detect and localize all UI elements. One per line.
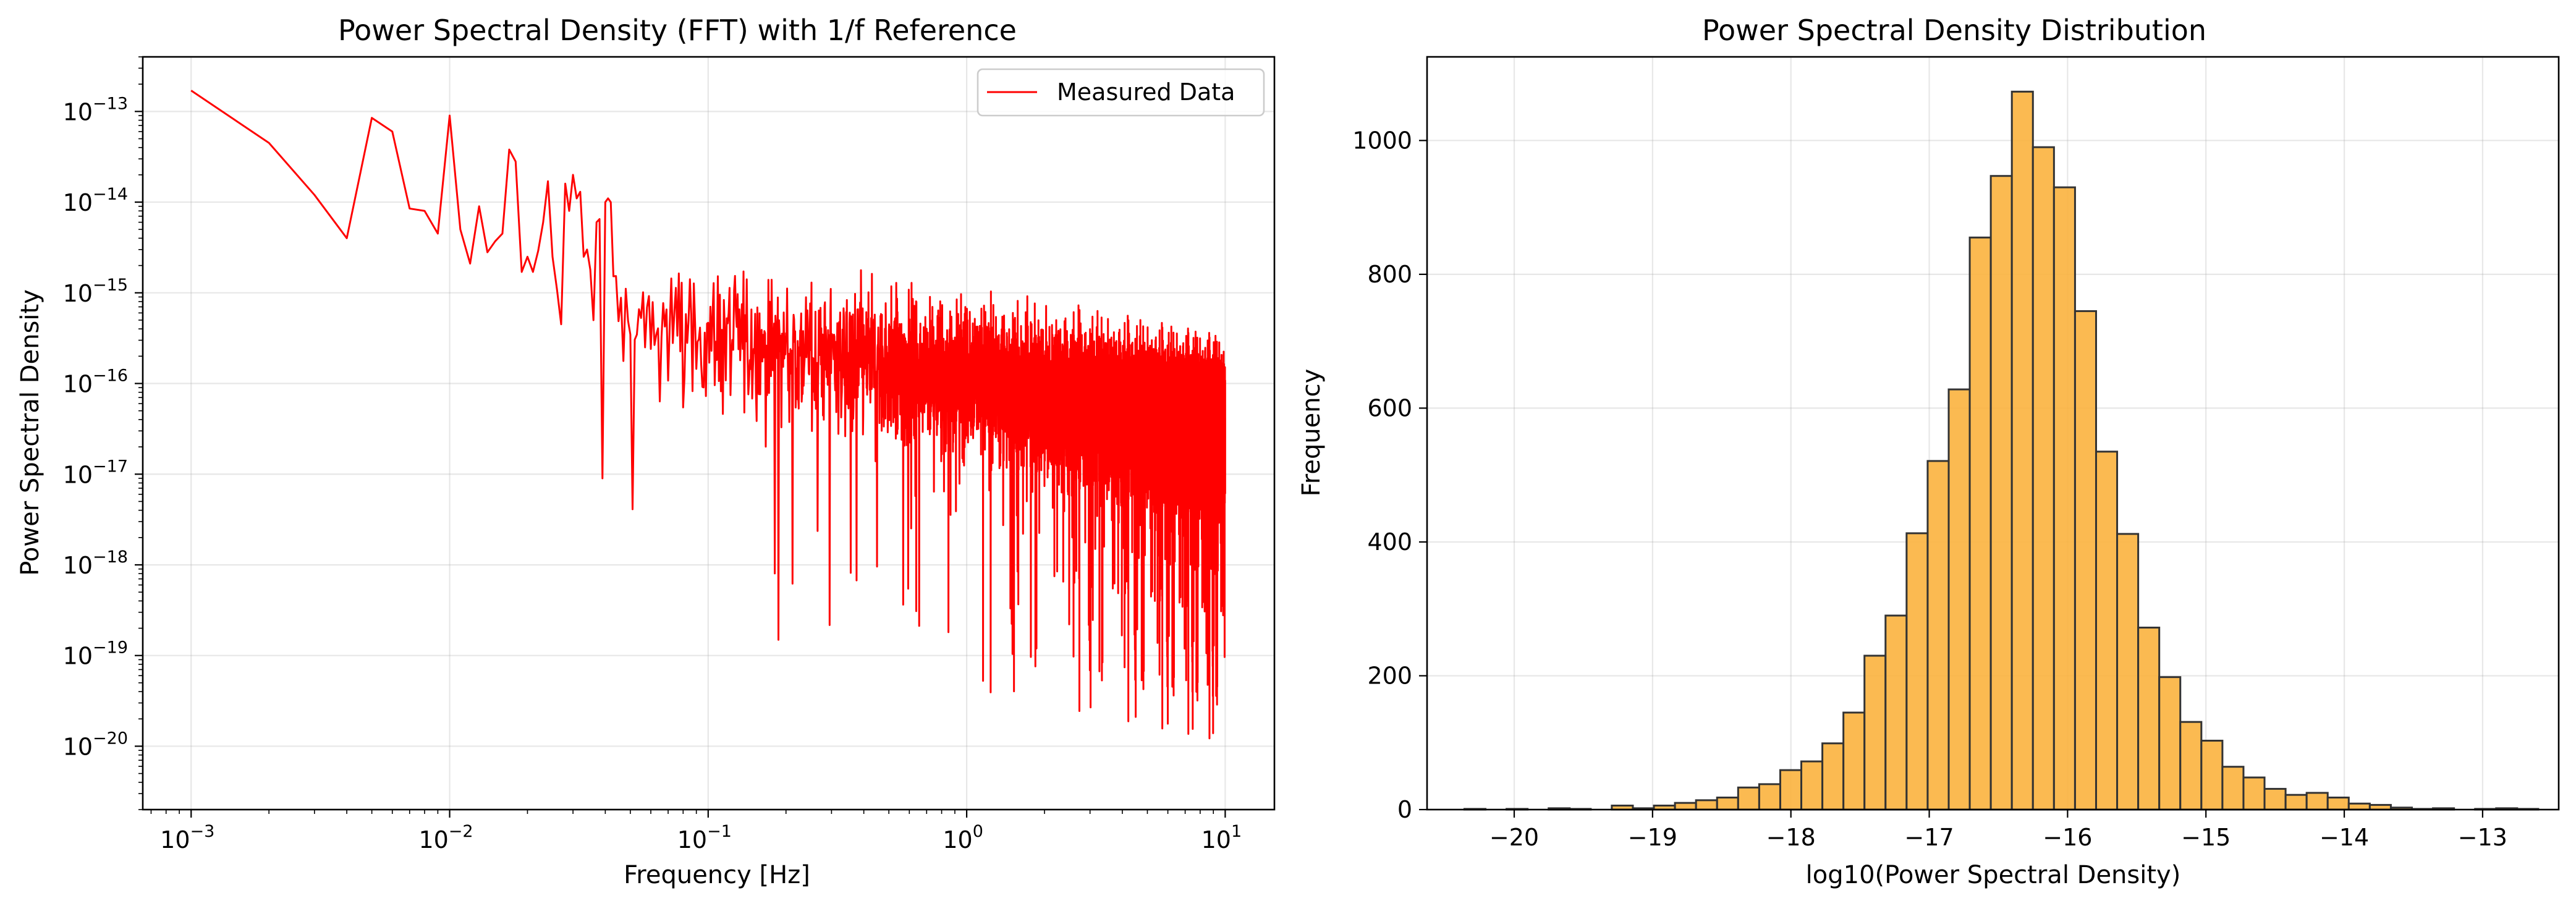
histogram-x-axis-label: log10(Power Spectral Density) (1806, 861, 2181, 889)
legend-label-measured-data: Measured Data (1057, 78, 1235, 106)
histogram-bar (1716, 797, 1739, 811)
histogram-bar (2200, 739, 2224, 811)
histogram-chart-title: Power Spectral Density Distribution (1702, 14, 2206, 47)
psd-y-tick-label: 10−14 (63, 185, 128, 216)
psd-legend: Measured Data (977, 68, 1265, 117)
histogram-bar (1737, 786, 1760, 811)
legend-box (977, 68, 1265, 117)
histogram-y-tick-label: 1000 (1352, 127, 1412, 154)
histogram-y-tick-label: 200 (1367, 662, 1412, 689)
histogram-ticks: −20 −19 −18 −17 −16 −15 −14 −13 0 200 400 600 800 100… (1352, 127, 2507, 851)
histogram-x-tick-label: −17 (1904, 824, 1954, 851)
histogram-bar (1968, 236, 1992, 811)
histogram-y-tick-label: 0 (1397, 796, 1412, 823)
psd-y-tick-label: 10−18 (63, 548, 128, 579)
histogram-x-tick-label: −15 (2181, 824, 2231, 851)
histogram-bar (2242, 776, 2266, 811)
histogram-bar (2179, 721, 2203, 811)
psd-plot-area (190, 90, 1226, 740)
histogram-bar (2116, 533, 2140, 811)
histogram-bar (2284, 794, 2308, 811)
histogram-bar (1674, 802, 1697, 811)
histogram-bar (2095, 451, 2119, 811)
psd-x-tick-label: 101 (1201, 822, 1242, 853)
histogram-bar (1863, 654, 1887, 811)
histogram-bar (2263, 787, 2287, 811)
psd-line-chart: Power Spectral Density (FFT) with 1/f Re… (16, 14, 1276, 889)
psd-x-tick-label: 10−1 (677, 822, 732, 853)
histogram-bar (2221, 766, 2245, 811)
histogram-bar (1779, 769, 1803, 811)
histogram-y-tick-label: 800 (1367, 261, 1412, 288)
histogram-y-axis-label: Frequency (1297, 369, 1326, 497)
histogram-bar (2010, 90, 2034, 811)
histogram-bar (2158, 676, 2182, 811)
histogram-bar (1947, 388, 1971, 811)
histogram-bar (1905, 532, 1929, 811)
psd-y-tick-label: 10−16 (63, 366, 128, 398)
histogram-bar (1821, 742, 1845, 811)
psd-chart-title: Power Spectral Density (FFT) with 1/f Re… (338, 14, 1017, 47)
psd-grid (143, 57, 1274, 810)
histogram-bar (1842, 711, 1866, 811)
psd-y-tick-label: 10−19 (63, 638, 128, 670)
histogram-bar (1884, 614, 1908, 811)
histogram-x-tick-label: −16 (2043, 824, 2092, 851)
histogram-bar (2137, 627, 2161, 811)
histogram-bar (2053, 186, 2076, 811)
psd-ticks: 10−3 10−2 10−1 100 101 10−13 10−14 10−15 10−16 10… (63, 56, 1242, 853)
histogram-x-tick-label: −19 (1628, 824, 1677, 851)
histogram-x-tick-label: −14 (2320, 824, 2369, 851)
histogram-bar (2347, 802, 2371, 811)
histogram-x-tick-label: −20 (1489, 824, 1539, 851)
psd-y-tick-label: 10−13 (63, 94, 128, 125)
histogram-bar (2074, 310, 2097, 811)
psd-y-tick-label: 10−15 (63, 276, 128, 307)
psd-x-axis-label: Frequency [Hz] (624, 861, 810, 889)
histogram-x-tick-label: −18 (1766, 824, 1816, 851)
measured-data-line (190, 90, 1226, 740)
psd-y-axis-label: Power Spectral Density (16, 289, 44, 576)
histogram-bar (2032, 146, 2055, 811)
histogram-y-tick-label: 400 (1367, 528, 1412, 556)
psd-y-tick-label: 10−20 (63, 729, 128, 760)
histogram-axes-frame (1426, 56, 2560, 811)
psd-x-tick-label: 10−3 (160, 822, 214, 853)
histogram-bar (1758, 783, 1781, 811)
histogram-bar (2326, 797, 2350, 811)
histogram-x-tick-label: −13 (2458, 824, 2507, 851)
histogram-bar (1926, 460, 1950, 811)
histogram-y-tick-label: 600 (1367, 394, 1412, 421)
histogram-bar (1800, 760, 1824, 811)
psd-x-tick-label: 10−2 (418, 822, 473, 853)
psd-x-tick-label: 100 (943, 822, 983, 853)
psd-histogram-chart: Power Spectral Density Distribution −20−… (1297, 14, 2560, 889)
histogram-bar (1989, 175, 2013, 811)
histogram-bar (2305, 792, 2329, 811)
histogram-bars (1463, 90, 2540, 811)
psd-y-tick-label: 10−17 (63, 457, 128, 488)
histogram-bar (1695, 799, 1718, 811)
